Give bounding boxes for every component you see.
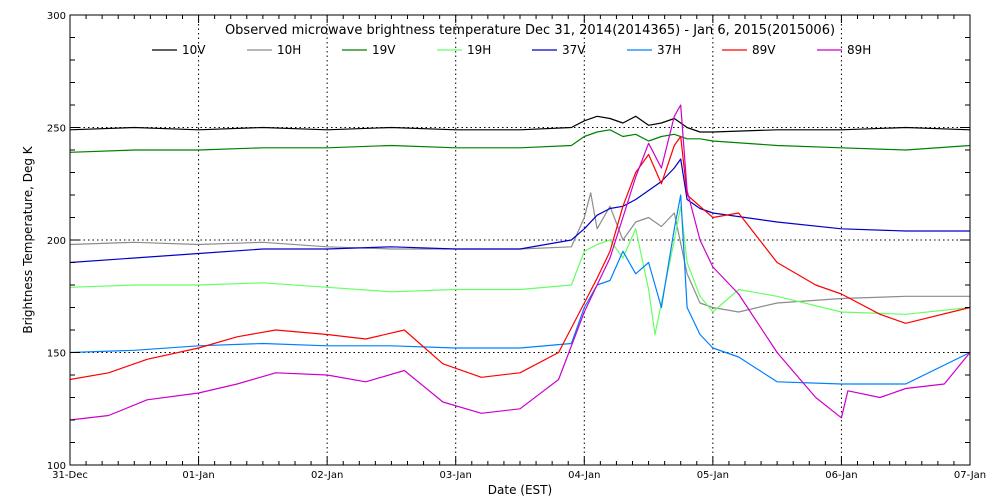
- series-line-19V: [69, 129, 971, 153]
- y-tick-label-2: 200: [47, 236, 66, 247]
- series-line-89V: [69, 135, 971, 381]
- y-tick-label-0: 100: [47, 461, 66, 472]
- legend-label-37H: 37H: [657, 43, 681, 57]
- x-tick-label-6: 06-Jan: [825, 470, 857, 481]
- legend-label-89V: 89V: [752, 43, 776, 57]
- x-tick-label-0: 31-Dec: [52, 470, 88, 481]
- legend: 10V 10H 19V 19H 37V 37H 89V 89H: [152, 43, 871, 57]
- y-axis-label: Brightness Temperature, Deg K: [21, 145, 35, 333]
- series-line-10H: [69, 192, 970, 313]
- x-tick-label-2: 02-Jan: [311, 470, 343, 481]
- series-line-19H: [69, 205, 971, 336]
- x-axis-label: Date (EST): [488, 483, 552, 497]
- series-lines: [69, 104, 971, 421]
- legend-label-10V: 10V: [182, 43, 206, 57]
- legend-label-19H: 19H: [467, 43, 491, 57]
- legend-label-10H: 10H: [277, 43, 301, 57]
- legend-label-19V: 19V: [372, 43, 396, 57]
- chart-title: Observed microwave brightness temperatur…: [225, 23, 835, 38]
- y-tick-label-3: 250: [47, 124, 66, 135]
- x-tick-label-7: 07-Jan: [954, 470, 986, 481]
- y-tick-label-4: 300: [47, 11, 66, 22]
- x-tick-label-1: 01-Jan: [182, 470, 214, 481]
- series-line-10V: [69, 115, 971, 133]
- series-line-89H: [69, 104, 971, 421]
- series-line-37H: [69, 194, 971, 385]
- grid-lines: [70, 15, 970, 465]
- legend-label-89H: 89H: [847, 43, 871, 57]
- x-tick-label-4: 04-Jan: [568, 470, 600, 481]
- x-tick-label-3: 03-Jan: [440, 470, 472, 481]
- y-tick-label-1: 150: [47, 349, 66, 360]
- x-tick-label-5: 05-Jan: [697, 470, 729, 481]
- axis-ticks: 31-Dec 01-Jan 02-Jan 03-Jan 04-Jan 05-Jan 06-J…: [47, 11, 986, 481]
- legend-label-37V: 37V: [562, 43, 586, 57]
